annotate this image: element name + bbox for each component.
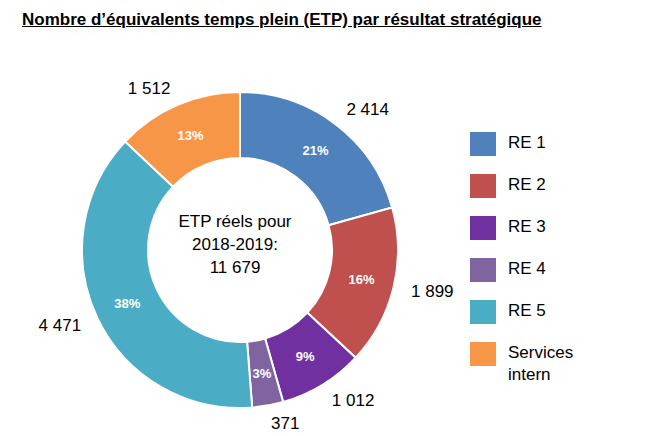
html-text:RE 5: RE 5 (508, 301, 546, 320)
html-text:RE 2: RE 2 (508, 175, 546, 194)
svg-text:1 512: 1 512 (128, 79, 171, 98)
svg-text:9%: 9% (296, 349, 315, 364)
svg-text:16%: 16% (348, 272, 374, 287)
svg-text:13%: 13% (178, 128, 204, 143)
svg-text:2 414: 2 414 (346, 100, 389, 119)
html-text:RE 3: RE 3 (508, 217, 546, 236)
html-text:ETP réels pour: ETP réels pour (178, 212, 292, 231)
html-text:11 679: 11 679 (209, 258, 261, 277)
svg-text:38%: 38% (114, 296, 140, 311)
html-text:Services intern: Services intern (508, 343, 574, 384)
svg-text:21%: 21% (303, 143, 329, 158)
html-text:2018-2019:: 2018-2019: (192, 235, 278, 254)
svg-text:4 471: 4 471 (39, 316, 82, 335)
html-text:RE 1: RE 1 (508, 133, 546, 152)
html-text:RE 4: RE 4 (508, 259, 546, 278)
svg-text:371: 371 (271, 414, 299, 433)
svg-text:1 012: 1 012 (332, 391, 375, 410)
html-text:Nombre d’équivalents temps ple: Nombre d’équivalents temps plein (ETP) p… (22, 10, 542, 29)
svg-text:1 899: 1 899 (411, 282, 454, 301)
svg-text:3%: 3% (253, 366, 272, 381)
